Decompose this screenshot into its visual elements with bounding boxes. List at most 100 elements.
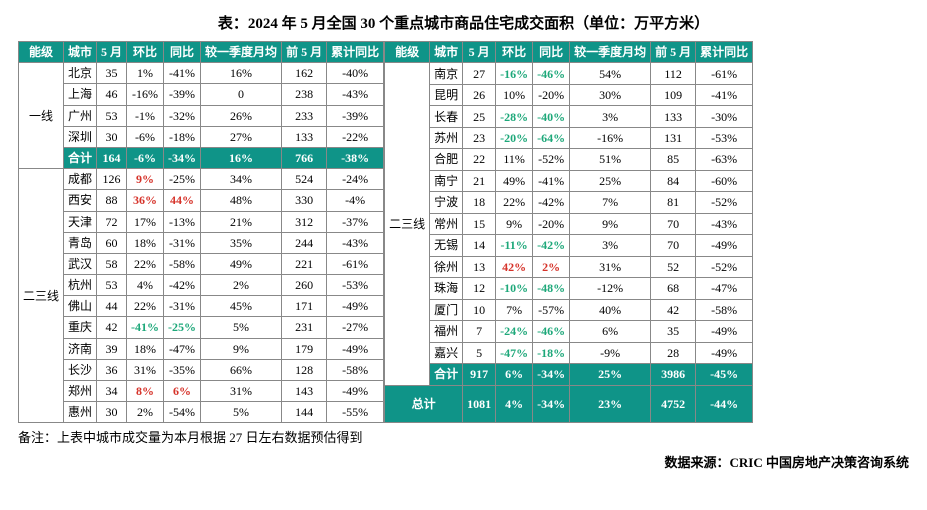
- cell: 66%: [201, 359, 282, 380]
- cell: 524: [282, 169, 327, 190]
- cell: -6%: [127, 126, 164, 147]
- cell: 30%: [570, 84, 651, 105]
- cell: -49%: [696, 321, 753, 342]
- cell: 179: [282, 338, 327, 359]
- cell: 30: [97, 402, 127, 423]
- cell: 厦门: [430, 299, 463, 320]
- cell: 嘉兴: [430, 342, 463, 363]
- cell: -22%: [327, 126, 384, 147]
- cell: 7%: [570, 192, 651, 213]
- cell: 25%: [570, 364, 651, 385]
- cell: 7: [463, 321, 496, 342]
- left-table: 能级城市5 月环比同比较一季度月均前 5 月累计同比一线北京351%-41%16…: [18, 41, 384, 423]
- cell: -43%: [696, 213, 753, 234]
- cell: -18%: [533, 342, 570, 363]
- cell: 133: [282, 126, 327, 147]
- cell: 26: [463, 84, 496, 105]
- cell: 128: [282, 359, 327, 380]
- cell: -37%: [327, 211, 384, 232]
- cell: 81: [651, 192, 696, 213]
- cell: -24%: [327, 169, 384, 190]
- cell: 40%: [570, 299, 651, 320]
- cell: 26%: [201, 105, 282, 126]
- cell: 7%: [496, 299, 533, 320]
- col-mom: 环比: [127, 42, 164, 63]
- cell: -46%: [533, 63, 570, 84]
- cell: -46%: [533, 321, 570, 342]
- col-ytd: 前 5 月: [282, 42, 327, 63]
- table-row: 常州159%-20%9%70-43%: [385, 213, 753, 234]
- cell: 成都: [64, 169, 97, 190]
- cell: 4%: [127, 275, 164, 296]
- cell: 12: [463, 278, 496, 299]
- cell: -60%: [696, 170, 753, 191]
- cell: 60: [97, 232, 127, 253]
- table-row: 福州7-24%-46%6%35-49%: [385, 321, 753, 342]
- table-row: 无锡14-11%-42%3%70-49%: [385, 235, 753, 256]
- cell: 3986: [651, 364, 696, 385]
- cell: 25%: [570, 170, 651, 191]
- cell: -53%: [696, 127, 753, 148]
- cell: 福州: [430, 321, 463, 342]
- cell: 221: [282, 253, 327, 274]
- cell: 武汉: [64, 253, 97, 274]
- cell: -10%: [496, 278, 533, 299]
- cell: -45%: [696, 364, 753, 385]
- cell: 70: [651, 213, 696, 234]
- cell: 31%: [570, 256, 651, 277]
- cell: 27%: [201, 126, 282, 147]
- cell: 13: [463, 256, 496, 277]
- cell: 6%: [164, 381, 201, 402]
- col-ytd: 前 5 月: [651, 42, 696, 63]
- cell: 9%: [570, 213, 651, 234]
- cell: 长沙: [64, 359, 97, 380]
- cell: 22%: [496, 192, 533, 213]
- table-row: 嘉兴5-47%-18%-9%28-49%: [385, 342, 753, 363]
- cell: -43%: [327, 84, 384, 105]
- cell: -32%: [164, 105, 201, 126]
- cell: 312: [282, 211, 327, 232]
- col-mom: 环比: [496, 42, 533, 63]
- cell: 49%: [201, 253, 282, 274]
- cell: 238: [282, 84, 327, 105]
- cell: -61%: [327, 253, 384, 274]
- cell: -49%: [696, 342, 753, 363]
- table-row: 郑州348%6%31%143-49%: [19, 381, 384, 402]
- cell: 171: [282, 296, 327, 317]
- cell: 31%: [201, 381, 282, 402]
- table-row: 厦门107%-57%40%42-58%: [385, 299, 753, 320]
- cell: 144: [282, 402, 327, 423]
- cell: 109: [651, 84, 696, 105]
- table-row: 天津7217%-13%21%312-37%: [19, 211, 384, 232]
- cell: 5%: [201, 402, 282, 423]
- cell: 宁波: [430, 192, 463, 213]
- cell: 53: [97, 275, 127, 296]
- right-table: 能级城市5 月环比同比较一季度月均前 5 月累计同比二三线南京27-16%-46…: [384, 41, 753, 423]
- col-city: 城市: [64, 42, 97, 63]
- cell: 36%: [127, 190, 164, 211]
- cell: 南京: [430, 63, 463, 84]
- cell: -53%: [327, 275, 384, 296]
- cell: 72: [97, 211, 127, 232]
- cell: 重庆: [64, 317, 97, 338]
- cell: 42: [651, 299, 696, 320]
- tier-label: 一线: [19, 63, 64, 169]
- cell: 17%: [127, 211, 164, 232]
- cell: -30%: [696, 106, 753, 127]
- cell: -49%: [696, 235, 753, 256]
- cell: -40%: [533, 106, 570, 127]
- subtotal-row: 合计164-6%-34%16%766-38%: [19, 147, 384, 168]
- tier-label: 二三线: [19, 169, 64, 423]
- cell: -52%: [533, 149, 570, 170]
- cell: 4752: [651, 385, 696, 423]
- cell: 9%: [127, 169, 164, 190]
- cell: -28%: [496, 106, 533, 127]
- col-vsq1: 较一季度月均: [201, 42, 282, 63]
- cell: -16%: [127, 84, 164, 105]
- cell: 53: [97, 105, 127, 126]
- cell: 27: [463, 63, 496, 84]
- grand-total-row: 总计10814%-34%23%4752-44%: [385, 385, 753, 423]
- cell: 9%: [496, 213, 533, 234]
- tier-label: 二三线: [385, 63, 430, 385]
- cell: 徐州: [430, 256, 463, 277]
